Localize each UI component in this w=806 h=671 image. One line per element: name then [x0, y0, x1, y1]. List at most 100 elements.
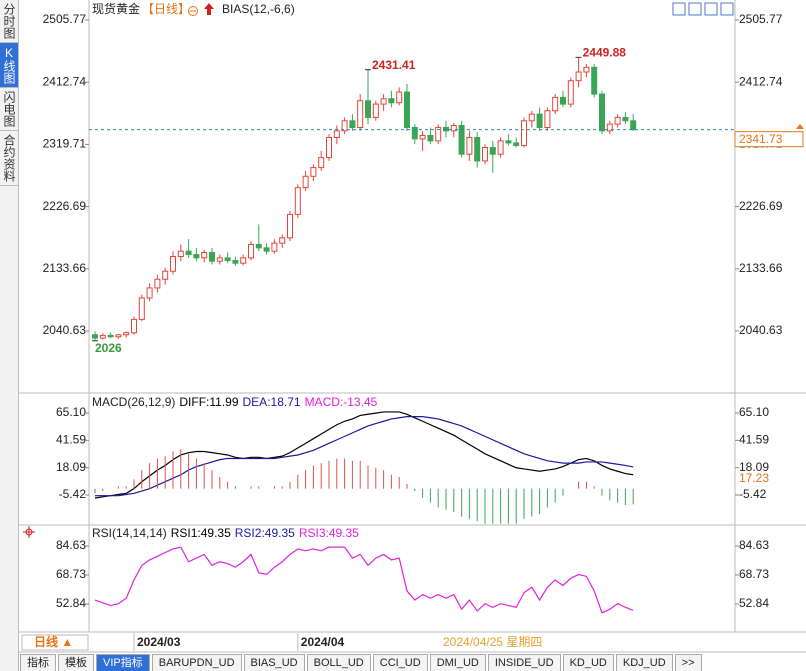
candle-body [232, 260, 239, 264]
last-price-box [734, 131, 804, 148]
toolbar-icons[interactable] [672, 2, 734, 16]
candle-body [138, 297, 145, 320]
candle-body [177, 250, 184, 258]
candle-body [209, 252, 215, 262]
candle-body [372, 103, 379, 118]
candle-body [396, 91, 403, 104]
tab[interactable]: DMI_UD [429, 654, 486, 671]
tab[interactable]: BOLL_UD [306, 654, 371, 671]
period-button[interactable]: 日线 ▲ [34, 634, 73, 649]
x-tick-label: 2024/04 [301, 635, 345, 649]
legend-entry: RSI3:49.35 [299, 526, 359, 540]
candle-body [92, 334, 98, 339]
indicator-label: BIAS(12,-6,6) [222, 2, 295, 16]
y-tick-label: 18.09 [739, 460, 769, 474]
candle-body [240, 257, 247, 264]
candle-body [271, 242, 278, 252]
candle-body [302, 175, 309, 189]
tab[interactable]: CCI_UD [372, 654, 428, 671]
y-tick-label: 2412.74 [43, 74, 87, 88]
background [19, 0, 806, 671]
candle-body [146, 287, 153, 299]
macd-line [95, 416, 634, 497]
y-tick-label: 68.73 [56, 567, 86, 581]
tab[interactable]: 模板 [58, 654, 94, 671]
y-tick-label: 52.84 [56, 596, 86, 610]
side-tab[interactable]: 分时图 [0, 0, 18, 43]
high-label: 2431.41 [372, 58, 416, 72]
candle-body [552, 96, 559, 112]
y-tick-label: 2319.71 [43, 137, 87, 151]
legend-entry: RSI2:49.35 [235, 526, 295, 540]
zoom-icon[interactable] [188, 6, 198, 16]
candle-body [583, 66, 590, 73]
rsi-icon [23, 526, 35, 538]
tab[interactable]: KDJ_UD [615, 654, 673, 671]
y-tick-label: 2133.66 [43, 261, 87, 275]
candle-body [482, 147, 488, 162]
candle-body [349, 120, 356, 128]
candle-body [365, 100, 371, 118]
tab[interactable]: BARUPDN_UD [151, 654, 242, 671]
tool-icon[interactable] [672, 2, 686, 16]
y-tick-label: -5.42 [59, 487, 87, 501]
side-tab[interactable]: 合约资料 [0, 131, 18, 186]
tool-icon[interactable] [704, 2, 718, 16]
candle-body [599, 93, 605, 132]
y-tick-label: 65.10 [739, 405, 769, 419]
candle-body [419, 135, 426, 140]
y-tick-label: 52.84 [739, 596, 769, 610]
side-tab[interactable]: 闪电图 [0, 88, 18, 131]
candle-body [357, 100, 364, 128]
candle-body [326, 137, 332, 159]
candle-body [185, 250, 192, 256]
tab[interactable]: 指标 [20, 654, 56, 671]
candle-body [263, 247, 270, 252]
candle-body [248, 243, 254, 259]
candle-body [614, 116, 621, 125]
last-price-label: 2341.73 [739, 132, 783, 146]
candle-body [630, 120, 637, 131]
y-tick-label: 2505.77 [739, 12, 783, 26]
candle-body [560, 96, 566, 105]
tab[interactable]: BIAS_UD [243, 654, 305, 671]
candle-body [123, 332, 130, 336]
price-arrow [796, 124, 804, 129]
y-tick-label: 41.59 [739, 433, 769, 447]
period-label: 【日线】 [142, 2, 190, 16]
candle-body [521, 120, 527, 147]
candle-body [591, 66, 598, 95]
sidebar: 分时图 K线图 闪电图 合约资料 [0, 0, 19, 671]
candle-body [497, 140, 504, 155]
period-box[interactable] [21, 634, 89, 651]
panel-legend: RSI(14,14,14) RSI1:49.35 RSI2:49.35 RSI3:49… [92, 526, 359, 540]
candle-body [411, 126, 418, 140]
candle-body [427, 135, 434, 142]
y-tick-label: 2412.74 [739, 74, 783, 88]
tab[interactable]: KD_UD [562, 654, 614, 671]
candle-body [201, 252, 208, 259]
y-tick-label: 68.73 [739, 567, 769, 581]
candle-body [450, 124, 457, 132]
candle-body [318, 157, 325, 169]
candle-body [255, 243, 262, 249]
y-tick-label: -5.42 [739, 487, 767, 501]
tab[interactable]: INSIDE_UD [487, 654, 561, 671]
y-tick-label: 2040.63 [43, 323, 87, 337]
y-tick-label: 2040.63 [739, 323, 783, 337]
y-tick-label: 84.63 [56, 538, 86, 552]
tool-icon[interactable] [688, 2, 702, 16]
cursor-date: 2024/04/25 星期四 [443, 635, 542, 649]
tab[interactable]: VIP指标 [96, 654, 150, 671]
y-tick-label: 2226.69 [739, 199, 783, 213]
tab[interactable]: >> [674, 654, 702, 671]
y-tick-label: 84.63 [739, 538, 769, 552]
y-tick-label: 18.09 [56, 460, 86, 474]
side-tab[interactable]: K线图 [0, 43, 18, 88]
candle-body [544, 110, 551, 128]
candle-body [536, 113, 543, 128]
arrow-icon[interactable] [204, 3, 214, 15]
tool-icon[interactable] [720, 2, 734, 16]
